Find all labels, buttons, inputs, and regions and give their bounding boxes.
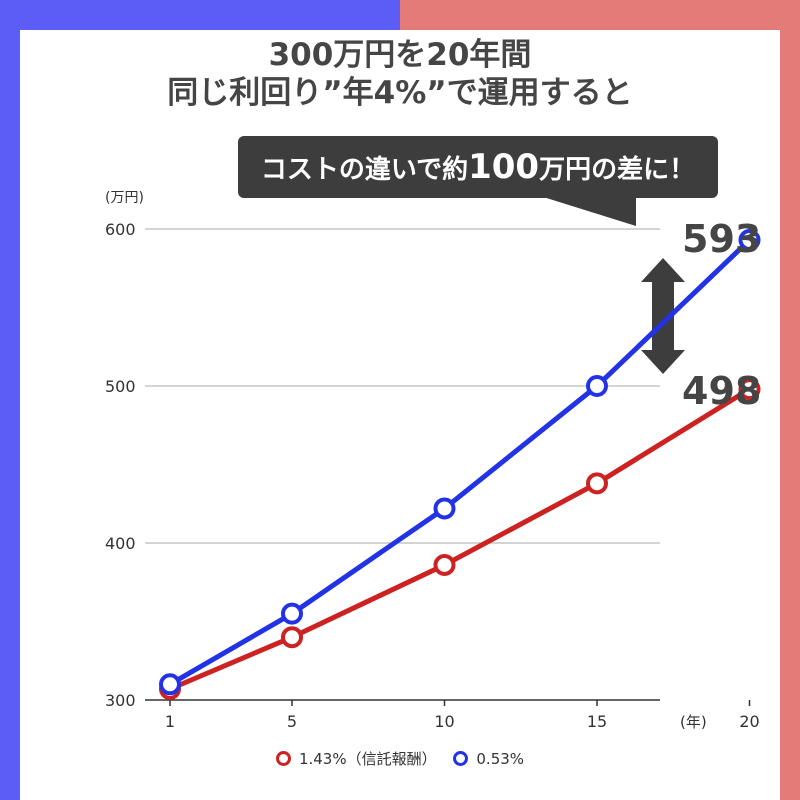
data-point — [586, 375, 608, 397]
x-axis-unit-label: (年) — [680, 713, 707, 731]
series-layer — [159, 228, 761, 701]
data-point — [433, 553, 456, 576]
x-tick-label: 15 — [587, 712, 607, 731]
legend-item-high-fee: 1.43%（信託報酬） — [275, 748, 437, 769]
data-point — [738, 228, 761, 251]
legend-item-low-fee: 0.53% — [453, 750, 524, 768]
legend-label-low-fee: 0.53% — [476, 749, 525, 768]
data-point — [159, 673, 181, 696]
callout-emphasis: 100 — [468, 147, 540, 187]
x-tick-label: 1 — [165, 712, 175, 731]
series-1 — [159, 228, 761, 696]
callout-suffix: 万円の差に！ — [539, 154, 696, 185]
data-point — [433, 497, 456, 520]
legend-marker-icon — [453, 751, 469, 766]
y-tick-label: 400 — [105, 534, 136, 553]
end-value-label-low: 498 — [682, 369, 761, 413]
difference-arrow — [641, 258, 685, 374]
data-point — [281, 626, 303, 649]
y-axis-unit-label: (万円) — [105, 190, 144, 206]
legend-label-high-fee: 1.43%（信託報酬） — [298, 750, 437, 768]
title-line-2: 同じ利回り”年4%”で運用すると — [167, 75, 633, 111]
chart-legend: 1.43%（信託報酬） 0.53% — [0, 748, 800, 770]
y-tick-label: 300 — [105, 691, 136, 710]
chart-title: 300万円を20年間 同じ利回り”年4%”で運用すると — [0, 36, 800, 112]
legend-marker-icon — [275, 751, 291, 766]
data-point — [586, 472, 608, 495]
data-point — [738, 378, 761, 401]
callout-banner: コストの違いで約 100 万円の差に！ — [238, 136, 718, 198]
data-point — [281, 602, 303, 625]
callout-prefix: コストの違いで約 — [260, 154, 469, 185]
series-line — [167, 386, 752, 692]
x-tick-label: 20 — [739, 712, 759, 731]
x-tick-label: 5 — [287, 712, 297, 731]
y-tick-label: 500 — [105, 377, 136, 396]
x-tick-label: 10 — [434, 712, 454, 731]
end-value-label-high: 593 — [682, 217, 761, 261]
y-tick-label: 600 — [105, 220, 136, 239]
series-0 — [159, 378, 761, 701]
title-line-1: 300万円を20年間 — [268, 37, 532, 73]
